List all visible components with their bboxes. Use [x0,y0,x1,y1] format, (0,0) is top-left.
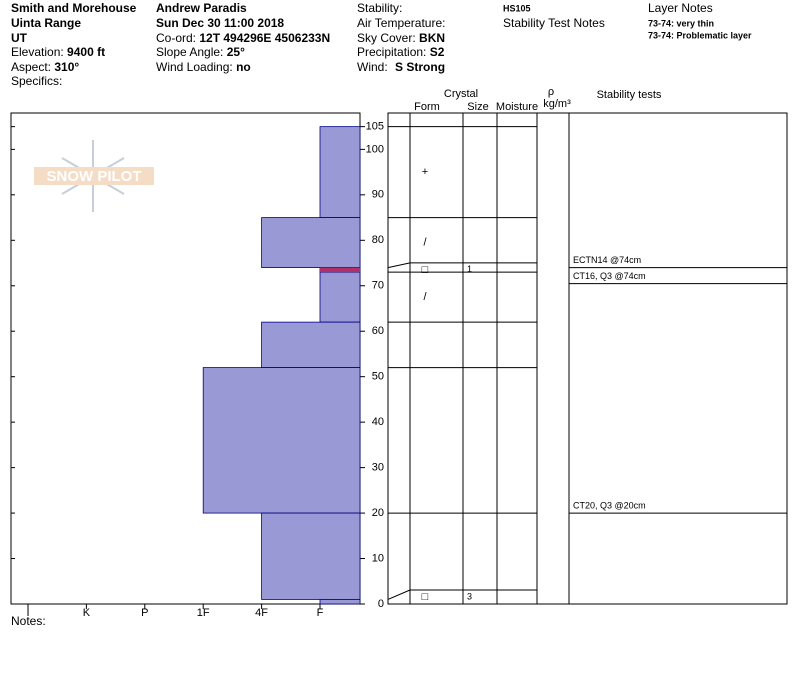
x-tick-label: 4F [255,607,268,619]
observer: Andrew Paradis [156,1,247,15]
stability-notes: Stability Test Notes [503,16,605,30]
y-tick-label: 80 [372,234,384,246]
grain-form: □ [422,264,429,276]
grain-size: 3 [467,591,472,601]
y-tick-label: 20 [372,507,384,519]
grain-form: + [422,166,428,178]
value: S2 [430,45,445,59]
column-header: Form [414,101,440,113]
label: Co-ord: [156,31,196,45]
label: Elevation: [11,45,64,59]
field: Wind: S Strong [357,60,445,74]
value: 310° [54,60,79,74]
value: BKN [419,31,445,45]
grain-size: 1 [467,264,472,274]
label: Precipitation: [357,45,426,59]
grain-form: □ [422,591,429,603]
y-tick-label: 60 [372,325,384,337]
label: Aspect: [11,60,51,74]
layer-note: 73-74: Problematic layer [648,30,752,40]
y-tick-label: 40 [372,416,384,428]
location: Uinta Range [11,16,81,30]
hardness-bar [319,271,361,323]
y-tick-label: 105 [366,121,384,133]
hardness-bar [261,321,361,368]
critical-layer [320,267,360,273]
location: Smith and Morehouse [11,1,137,15]
hardness-bar [261,512,361,600]
value: no [236,60,251,74]
logo-text: SNOW PILOT [47,168,142,185]
y-tick-label: 70 [372,280,384,292]
y-tick-label: 100 [366,143,384,155]
y-tick-label: 90 [372,189,384,201]
table-frame [387,112,788,605]
y-tick-label: 0 [378,598,384,610]
value: 12T 494296E 4506233N [199,31,330,45]
field: Specifics: [11,74,62,88]
label: Sky Cover: [357,31,416,45]
layer-link [387,262,411,269]
layer-link [387,589,411,600]
layer-notes-title: Layer Notes [648,1,713,15]
hardness-bar [202,367,361,514]
column-header: Size [467,101,488,113]
x-tick-label: F [317,607,324,619]
stability-test: CT20, Q3 @20cm [573,500,646,510]
x-tick-label: 1F [197,607,210,619]
field: Aspect: 310° [11,60,79,74]
stability-test: CT16, Q3 @74cm [573,271,646,281]
hardness-bar [319,599,361,605]
logo-band [34,167,154,185]
label: Wind: [357,60,388,74]
y-tick-label: 30 [372,462,384,474]
field: Precipitation: S2 [357,45,445,59]
watermark: SNOW PILOT [34,140,154,212]
y-tick-label: 10 [372,552,384,564]
label: Wind Loading: [156,60,233,74]
field: Sky Cover: BKN [357,31,445,45]
layer-note: 73-74: very thin [648,18,714,28]
field: Co-ord: 12T 494296E 4506233N [156,31,330,45]
field: Wind Loading: no [156,60,251,74]
column-header: Crystal [444,88,478,100]
header: Smith and Morehouse Uinta Range UT Eleva… [11,1,752,88]
column-header: Moisture [496,101,538,113]
hardness-bar [319,126,361,218]
grain-form: / [423,291,427,303]
x-tick-label: K [83,607,91,619]
hs: HS105 [503,3,531,13]
x-tick-label: I [26,607,29,619]
value: 9400 ft [67,45,105,59]
notes: Notes: [11,614,46,628]
column-header: kg/m³ [543,98,571,110]
hardness-bar [261,217,361,268]
date: Sun Dec 30 11:00 2018 [156,16,284,30]
field: Air Temperature: [357,16,445,30]
field: Elevation: 9400 ft [11,45,105,59]
field: Stability: [357,1,402,15]
column-header: ρ [548,86,554,98]
column-header: Stability tests [597,89,662,101]
x-tick-label: P [141,607,148,619]
stability-test: ECTN14 @74cm [573,255,641,265]
grain-form: / [423,236,427,248]
field: Slope Angle: 25° [156,45,245,59]
label: Slope Angle: [156,45,223,59]
y-tick-label: 50 [372,371,384,383]
value: S Strong [395,60,445,74]
value: 25° [227,45,245,59]
location: UT [11,31,28,45]
table-columns [409,113,570,604]
